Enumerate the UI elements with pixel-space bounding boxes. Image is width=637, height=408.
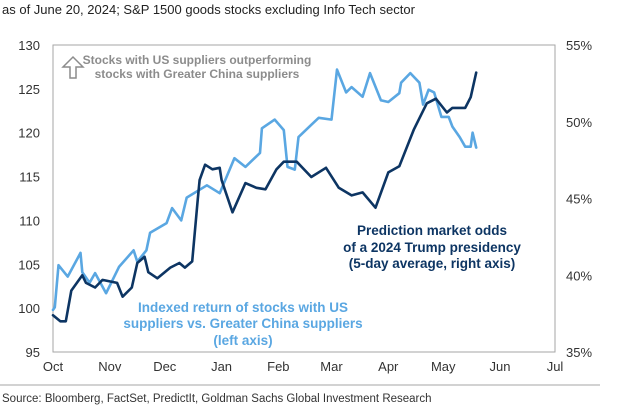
left-axis: 95 100 105 110 115 120 125 130: [18, 38, 40, 360]
left-tick-label: 110: [19, 213, 40, 228]
x-tick-label: Jun: [490, 359, 511, 374]
right-tick-label: 40%: [566, 268, 592, 283]
x-axis: Oct Nov Dec Jan Feb Mar Apr May Jun Jul: [43, 359, 564, 374]
dark-annotation-line-3: (5-day average, right axis): [349, 256, 516, 271]
up-arrow-annotation-line-1: Stocks with US suppliers outperforming: [83, 53, 312, 67]
chart-title: as of June 20, 2024; S&P 1500 goods stoc…: [2, 2, 416, 17]
x-tick-label: Oct: [43, 359, 64, 374]
light-series-annotation: Indexed return of stocks with US supplie…: [123, 300, 362, 348]
x-tick-label: Jan: [211, 359, 232, 374]
light-annotation-line-3: (left axis): [213, 333, 272, 348]
series-group: [51, 68, 478, 323]
left-tick-label: 120: [18, 126, 40, 141]
left-tick-label: 130: [18, 38, 40, 53]
x-tick-label: May: [431, 359, 456, 374]
left-tick-label: 100: [18, 301, 40, 316]
left-tick-label: 95: [26, 345, 40, 360]
dark-series-annotation: Prediction market odds of a 2024 Trump p…: [343, 223, 521, 271]
left-tick-label: 115: [19, 170, 40, 185]
dark-annotation-line-1: Prediction market odds: [357, 223, 507, 238]
light-annotation-line-2: suppliers vs. Greater China suppliers: [123, 316, 362, 331]
up-arrow-annotation: Stocks with US suppliers outperforming s…: [61, 53, 312, 81]
x-tick-label: Nov: [98, 359, 122, 374]
right-tick-label: 45%: [566, 192, 592, 207]
right-tick-label: 35%: [566, 345, 592, 360]
plot-frame: [52, 44, 556, 353]
right-axis: 35% 40% 45% 50% 55%: [566, 38, 592, 360]
dark-annotation-line-2: of a 2024 Trump presidency: [343, 240, 521, 255]
left-tick-label: 105: [18, 257, 40, 272]
x-tick-label: Feb: [267, 359, 289, 374]
right-tick-label: 50%: [566, 115, 592, 130]
series-line-trump-odds: [51, 71, 478, 323]
up-arrow-icon: [61, 55, 85, 79]
series-line-indexed-return: [51, 68, 478, 312]
light-annotation-line-1: Indexed return of stocks with US: [138, 300, 348, 315]
x-tick-label: Mar: [320, 359, 343, 374]
left-tick-label: 125: [18, 82, 40, 97]
up-arrow-annotation-line-2: stocks with Greater China suppliers: [95, 67, 300, 81]
x-tick-label: Dec: [153, 359, 177, 374]
x-tick-label: Jul: [547, 359, 564, 374]
x-tick-label: Apr: [378, 359, 399, 374]
source-note: Source: Bloomberg, FactSet, PredictIt, G…: [2, 393, 432, 405]
right-tick-label: 55%: [566, 38, 592, 53]
